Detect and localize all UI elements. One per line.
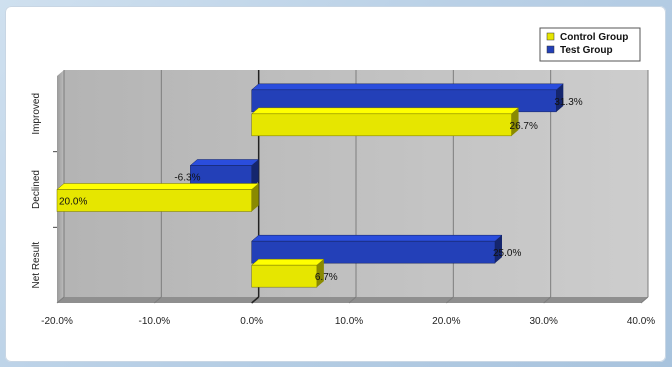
legend-swatch bbox=[546, 45, 555, 54]
data-label: 31.3% bbox=[554, 97, 582, 108]
x-tick-label: 0.0% bbox=[240, 316, 263, 327]
data-label: -6.3% bbox=[174, 173, 200, 184]
legend-label: Control Group bbox=[560, 32, 628, 43]
bar-top bbox=[250, 258, 325, 266]
gridline-floor bbox=[56, 296, 65, 304]
bar bbox=[251, 264, 318, 288]
gridline-floor bbox=[640, 296, 649, 304]
gridline-floor bbox=[348, 296, 357, 304]
bar-side bbox=[556, 83, 564, 112]
bar-side bbox=[511, 107, 519, 136]
legend-swatch bbox=[546, 32, 555, 41]
zero-axis-floor bbox=[251, 296, 260, 304]
data-label: 6.7% bbox=[315, 272, 338, 283]
x-tick-label: 10.0% bbox=[335, 316, 363, 327]
legend-label: Test Group bbox=[560, 45, 613, 56]
category-label: Declined bbox=[31, 170, 42, 209]
data-label: 20.0% bbox=[59, 197, 87, 208]
gridline-floor bbox=[543, 296, 551, 304]
bar-side bbox=[316, 259, 324, 288]
bar-top bbox=[189, 159, 260, 166]
data-label: 26.7% bbox=[510, 121, 538, 132]
bar bbox=[251, 240, 496, 264]
legend-box bbox=[539, 27, 641, 62]
data-label: 25.0% bbox=[493, 248, 521, 259]
bar bbox=[251, 113, 512, 137]
gridline-floor bbox=[446, 296, 454, 304]
bar-side bbox=[495, 235, 502, 264]
x-tick-label: -20.0% bbox=[41, 316, 73, 327]
x-tick-label: 20.0% bbox=[432, 316, 460, 327]
bar-top bbox=[250, 234, 503, 242]
gridline-floor bbox=[154, 296, 162, 304]
bar-side bbox=[251, 183, 259, 212]
bar-side bbox=[251, 159, 259, 188]
x-tick-label: -10.0% bbox=[138, 316, 170, 327]
x-tick-label: 30.0% bbox=[529, 316, 557, 327]
bar-top bbox=[250, 107, 520, 115]
category-label: Net Result bbox=[31, 242, 42, 289]
bar bbox=[56, 189, 252, 212]
x-tick-label: 40.0% bbox=[627, 316, 655, 327]
category-label: Improved bbox=[31, 93, 42, 135]
bar-top bbox=[56, 183, 260, 190]
bar-top bbox=[250, 83, 564, 91]
